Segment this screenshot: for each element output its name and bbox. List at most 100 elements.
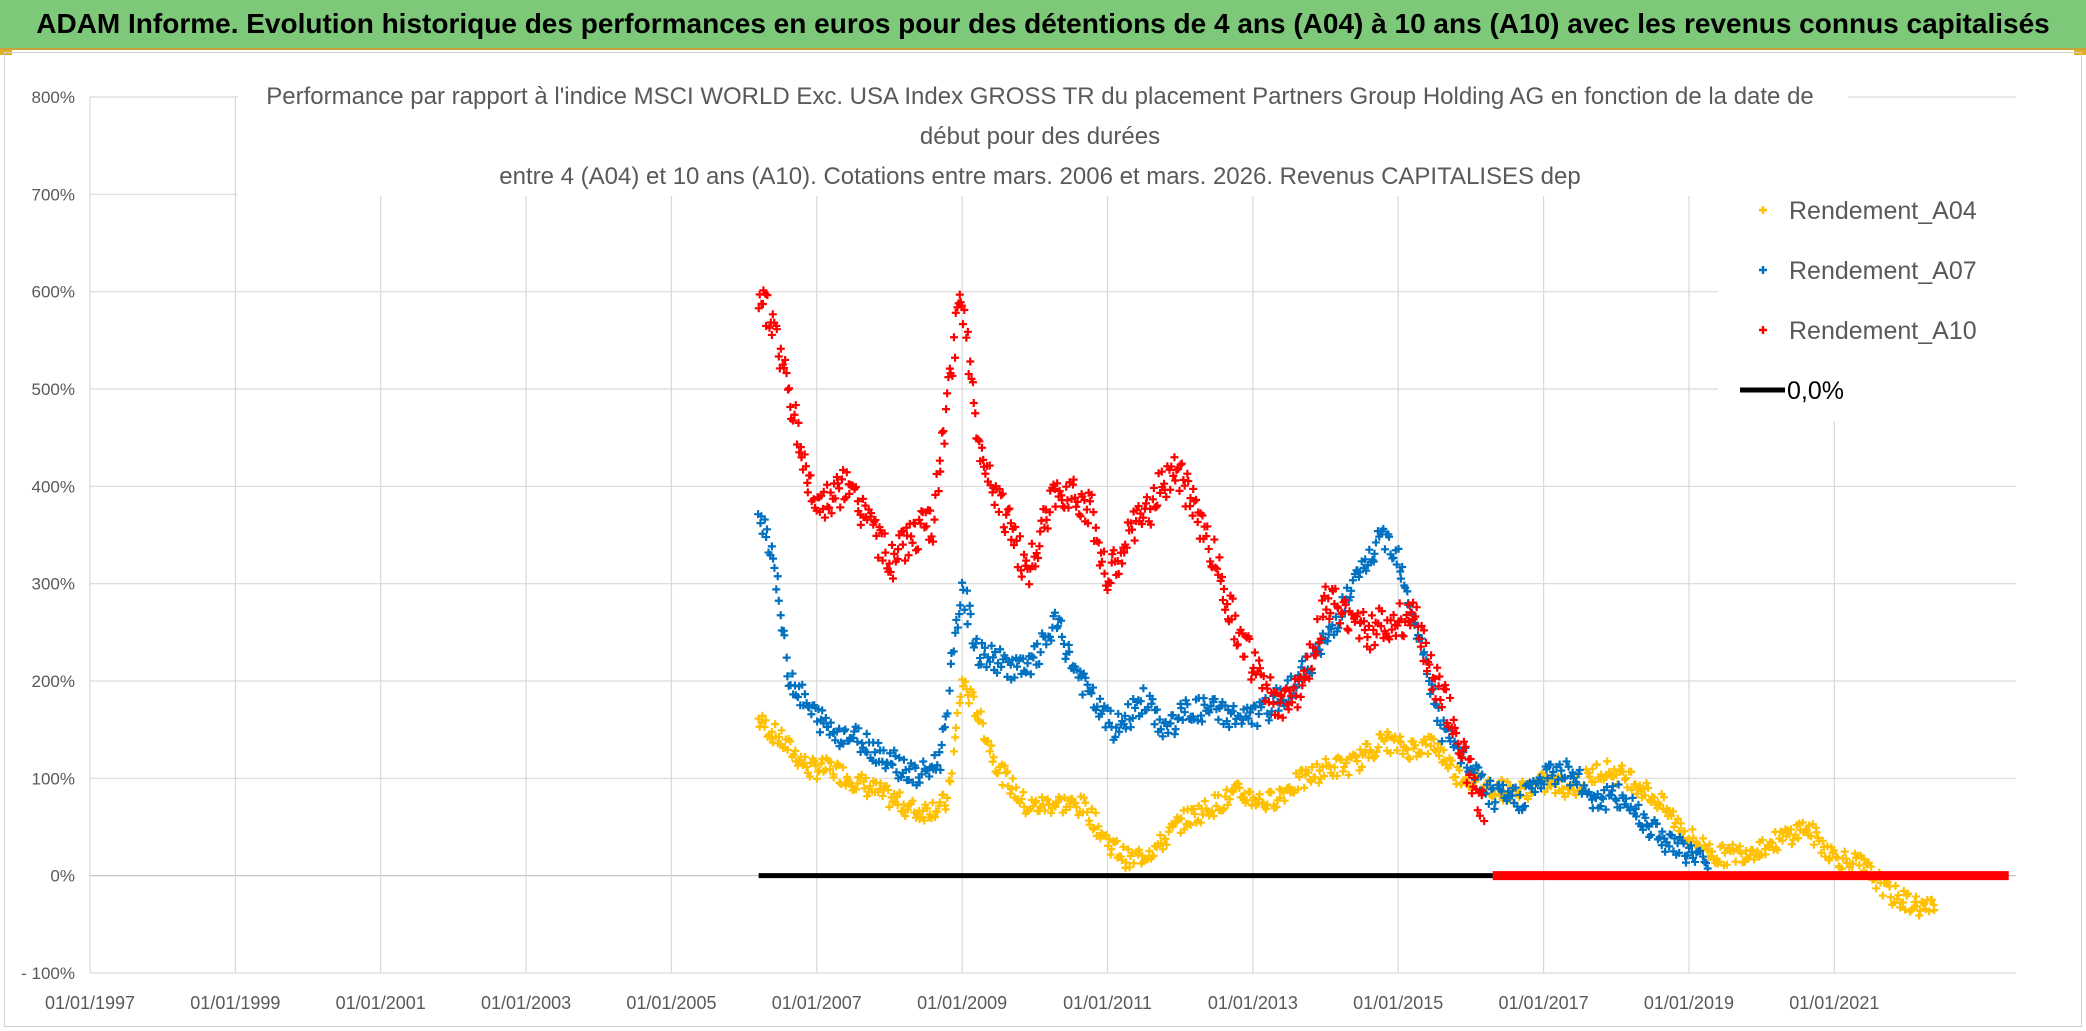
data-point xyxy=(1005,504,1014,513)
data-point xyxy=(886,749,895,758)
data-point xyxy=(1312,647,1321,656)
data-point xyxy=(963,620,972,629)
data-point xyxy=(1635,781,1644,790)
data-point xyxy=(1180,708,1189,717)
data-point xyxy=(1722,860,1731,869)
data-point xyxy=(1787,825,1796,834)
data-point xyxy=(1319,612,1328,621)
data-point xyxy=(966,357,975,366)
data-point xyxy=(1908,904,1917,913)
data-point xyxy=(958,320,967,329)
data-point xyxy=(783,745,792,754)
data-point xyxy=(1183,469,1192,478)
data-point xyxy=(774,352,783,361)
data-point xyxy=(1416,642,1425,651)
data-point xyxy=(1293,703,1302,712)
data-point xyxy=(874,738,883,747)
data-point xyxy=(1371,752,1380,761)
data-point xyxy=(871,515,880,524)
data-point xyxy=(1062,482,1071,491)
data-point xyxy=(1174,464,1183,473)
data-point xyxy=(1131,703,1140,712)
data-point xyxy=(993,668,1002,677)
data-point xyxy=(833,479,842,488)
chart-title-line: début pour des durées xyxy=(920,123,1160,150)
chart-title-line: Performance par rapport à l'indice MSCI … xyxy=(266,83,1814,110)
data-point xyxy=(772,585,781,594)
data-point xyxy=(994,768,1003,777)
data-point xyxy=(1387,625,1396,634)
data-point xyxy=(1359,617,1368,626)
data-point xyxy=(1365,545,1374,554)
data-point xyxy=(801,752,810,761)
data-point xyxy=(1555,760,1564,769)
data-point xyxy=(1680,827,1689,836)
data-point xyxy=(920,816,929,825)
data-point xyxy=(1099,547,1108,556)
legend-label: Rendement_A04 xyxy=(1789,197,1977,225)
data-point xyxy=(884,786,893,795)
data-point xyxy=(872,531,881,540)
data-point xyxy=(1449,715,1458,724)
data-point xyxy=(1307,777,1316,786)
data-point xyxy=(880,529,889,538)
data-point xyxy=(1119,842,1128,851)
data-point xyxy=(1655,800,1664,809)
data-point xyxy=(933,807,942,816)
data-point xyxy=(1403,587,1412,596)
data-point xyxy=(1180,825,1189,834)
data-point xyxy=(1702,859,1711,868)
data-point xyxy=(956,601,965,610)
data-point xyxy=(1369,625,1378,634)
data-point xyxy=(968,688,977,697)
data-point xyxy=(936,798,945,807)
data-point xyxy=(1109,546,1118,555)
data-point xyxy=(1370,549,1379,558)
data-point xyxy=(1363,633,1372,642)
data-point xyxy=(825,504,834,513)
data-point xyxy=(1221,792,1230,801)
data-point xyxy=(1010,673,1019,682)
data-point xyxy=(1216,576,1225,585)
data-point xyxy=(861,773,870,782)
data-point xyxy=(1089,508,1098,517)
data-point xyxy=(1927,895,1936,904)
data-point xyxy=(1867,862,1876,871)
data-point xyxy=(942,405,951,414)
data-point xyxy=(1060,793,1069,802)
data-point xyxy=(795,448,804,457)
data-point xyxy=(1440,756,1449,765)
data-point xyxy=(1419,626,1428,635)
data-point xyxy=(955,610,964,619)
data-point xyxy=(1032,549,1041,558)
data-point xyxy=(823,480,832,489)
data-point xyxy=(940,723,949,732)
data-point xyxy=(1597,793,1606,802)
data-point xyxy=(1409,598,1418,607)
data-point xyxy=(1899,886,1908,895)
data-point xyxy=(776,611,785,620)
data-point xyxy=(771,720,780,729)
data-point xyxy=(1308,763,1316,772)
data-point xyxy=(1665,842,1674,851)
data-point xyxy=(1617,761,1626,770)
data-point xyxy=(1353,609,1362,618)
data-point xyxy=(1912,892,1921,901)
data-point xyxy=(998,781,1007,790)
data-point xyxy=(1255,790,1264,799)
data-point xyxy=(1219,585,1228,594)
data-point xyxy=(1405,754,1414,763)
data-point xyxy=(1214,715,1223,724)
data-point xyxy=(1361,555,1370,564)
data-point xyxy=(1008,774,1017,783)
data-point xyxy=(826,718,835,727)
data-point xyxy=(1210,535,1219,544)
data-point xyxy=(1007,784,1016,793)
data-point xyxy=(772,325,781,334)
x-tick-label: 01/01/2009 xyxy=(917,993,1007,1013)
data-point xyxy=(1192,495,1201,504)
data-point xyxy=(1340,763,1349,772)
data-point xyxy=(1247,719,1256,728)
data-point xyxy=(1359,607,1368,616)
data-point xyxy=(1200,797,1209,806)
